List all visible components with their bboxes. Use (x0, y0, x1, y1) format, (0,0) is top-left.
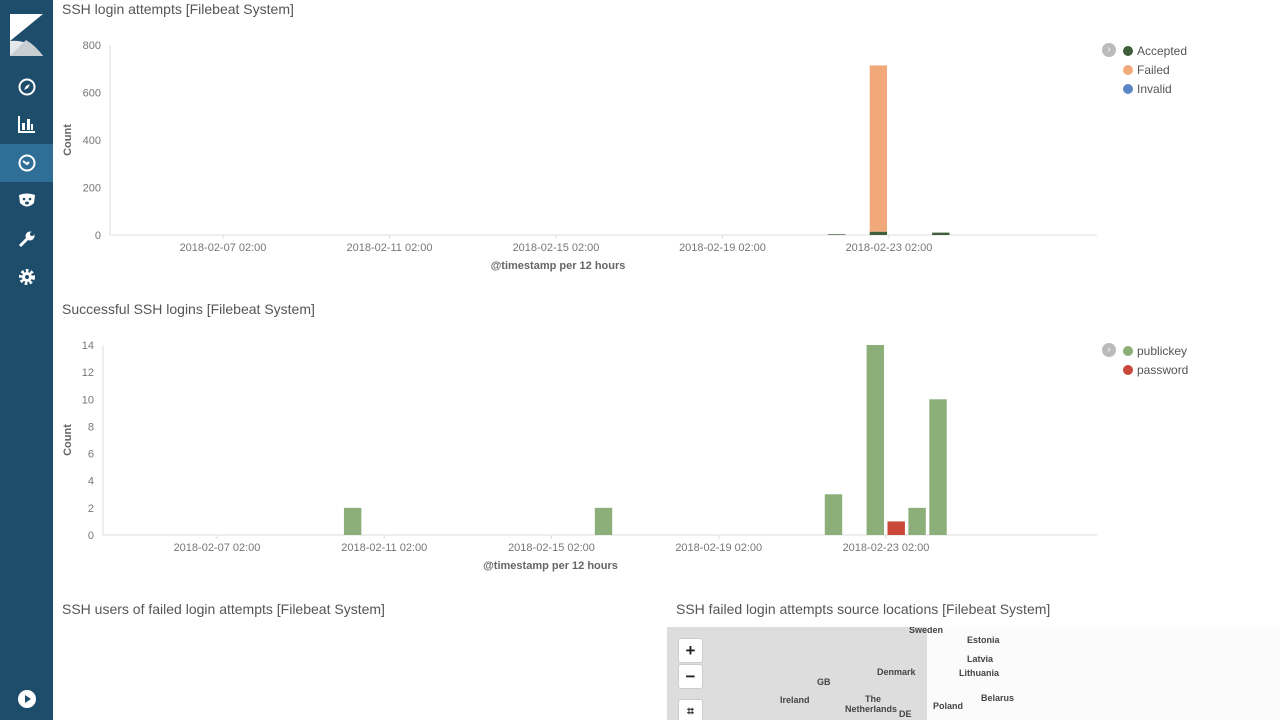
bar-publickey (343, 507, 362, 535)
legend-label: password (1137, 362, 1189, 377)
y-tick-label: 6 (88, 449, 94, 461)
map-sea (667, 627, 927, 720)
legend-toggle-button[interactable]: › (1102, 43, 1116, 57)
zoom-out-button[interactable]: − (678, 664, 703, 689)
bar-publickey (824, 494, 843, 535)
x-tick-label: 2018-02-15 02:00 (508, 542, 595, 554)
legend-dot (1123, 64, 1133, 75)
legend-item-failed[interactable]: Failed (1102, 60, 1187, 79)
bar-accepted (869, 231, 887, 235)
x-axis-title: @timestamp per 12 hours (491, 260, 626, 272)
play-icon (17, 690, 36, 708)
chart-legend: › Accepted Failed Invalid (1102, 41, 1187, 98)
x-axis-title: @timestamp per 12 hours (483, 560, 618, 572)
legend-label: Accepted (1137, 43, 1188, 58)
sidebar-item-timelion[interactable] (0, 182, 53, 220)
y-tick-label: 0 (88, 530, 94, 542)
map[interactable]: + − ⌗ Sweden Estonia Latvia Denmark Lithuani… (667, 627, 1280, 720)
legend-item-password[interactable]: password (1102, 360, 1188, 379)
legend-label: publickey (1137, 343, 1188, 358)
legend-item-publickey[interactable]: publickey (1102, 341, 1188, 360)
y-axis-title: Count (62, 424, 74, 456)
zoom-in-button[interactable]: + (678, 638, 703, 663)
legend-item-accepted[interactable]: Accepted (1102, 41, 1187, 60)
collapse-sidebar-button[interactable] (0, 680, 53, 718)
x-tick-label: 2018-02-23 02:00 (846, 242, 933, 254)
gear-icon (18, 269, 35, 285)
sidebar-item-discover[interactable] (0, 68, 53, 106)
bar-accepted (932, 232, 950, 235)
y-tick-label: 400 (83, 135, 101, 147)
x-tick-label: 2018-02-07 02:00 (180, 242, 267, 254)
kibana-logo[interactable] (10, 14, 43, 56)
x-tick-label: 2018-02-11 02:00 (346, 242, 432, 254)
y-tick-label: 2 (88, 503, 94, 515)
crop-icon: ⌗ (687, 704, 694, 718)
x-tick-label: 2018-02-15 02:00 (513, 242, 600, 254)
login-attempts-chart: 0 200 400 600 800 2018-02-07 02:00 2018-02-11 … (62, 40, 1097, 272)
map-label: Estonia (967, 635, 1000, 645)
x-tick-label: 2018-02-11 02:00 (341, 542, 427, 554)
successful-logins-chart: 0 2 4 6 8 10 12 14 2018-02-07 02:00 2018-02-11 02… (62, 340, 1097, 572)
map-label: Lithuania (959, 668, 999, 678)
map-label: DE (899, 709, 912, 719)
legend-dot (1123, 345, 1133, 356)
map-label: Sweden (909, 627, 944, 635)
legend-dot (1123, 364, 1133, 375)
legend-dot (1123, 83, 1133, 94)
map-label: GB (817, 677, 831, 687)
sidebar-item-dashboard[interactable] (0, 144, 53, 182)
panel-title: SSH login attempts [Filebeat System] (62, 1, 294, 17)
x-tick-label: 2018-02-19 02:00 (679, 242, 766, 254)
panel-title: Successful SSH logins [Filebeat System] (62, 301, 315, 317)
sidebar (0, 0, 53, 720)
sidebar-item-management[interactable] (0, 258, 53, 296)
wrench-icon (18, 231, 34, 248)
bar-chart-icon (17, 116, 35, 133)
bar-failed (869, 65, 887, 232)
legend-dot (1123, 45, 1133, 56)
x-tick-label: 2018-02-07 02:00 (174, 542, 261, 554)
y-tick-label: 14 (82, 340, 94, 352)
y-tick-label: 12 (82, 367, 94, 379)
map-label: Belarus (981, 693, 1015, 703)
dashboard-icon (18, 154, 35, 172)
sidebar-item-visualize[interactable] (0, 105, 53, 143)
bear-icon (18, 193, 35, 207)
chart-legend: › publickey password (1102, 341, 1188, 379)
y-tick-label: 4 (88, 476, 94, 488)
y-tick-label: 200 (83, 183, 101, 195)
draw-filter-button[interactable]: ⌗ (678, 699, 703, 720)
x-tick-label: 2018-02-19 02:00 (675, 542, 762, 554)
bar-publickey (594, 507, 613, 535)
y-axis-title: Count (62, 124, 74, 156)
y-tick-label: 600 (83, 88, 101, 100)
bar-accepted (828, 234, 846, 235)
panel-title: SSH users of failed login attempts [File… (62, 601, 385, 617)
panel-title: SSH failed login attempts source locatio… (676, 601, 1051, 617)
legend-toggle-button[interactable]: › (1102, 343, 1116, 357)
bar-password (887, 521, 905, 535)
legend-label: Invalid (1137, 81, 1172, 96)
map-label: The (865, 694, 882, 704)
bar-publickey (866, 345, 884, 535)
legend-label: Failed (1137, 62, 1170, 77)
y-tick-label: 8 (88, 421, 94, 433)
map-label: Denmark (877, 667, 916, 677)
map-label: Latvia (967, 654, 994, 664)
compass-icon (18, 78, 35, 96)
legend-item-invalid[interactable]: Invalid (1102, 79, 1187, 98)
y-tick-label: 10 (82, 394, 94, 406)
y-tick-label: 0 (95, 230, 101, 242)
x-tick-label: 2018-02-23 02:00 (843, 542, 930, 554)
map-label: Ireland (780, 695, 810, 705)
y-tick-label: 800 (83, 40, 101, 52)
bar-publickey (929, 399, 947, 535)
bar-publickey (908, 507, 926, 535)
sidebar-item-dev-tools[interactable] (0, 220, 53, 258)
map-label: Netherlands (845, 704, 898, 714)
map-label: Poland (933, 701, 964, 711)
